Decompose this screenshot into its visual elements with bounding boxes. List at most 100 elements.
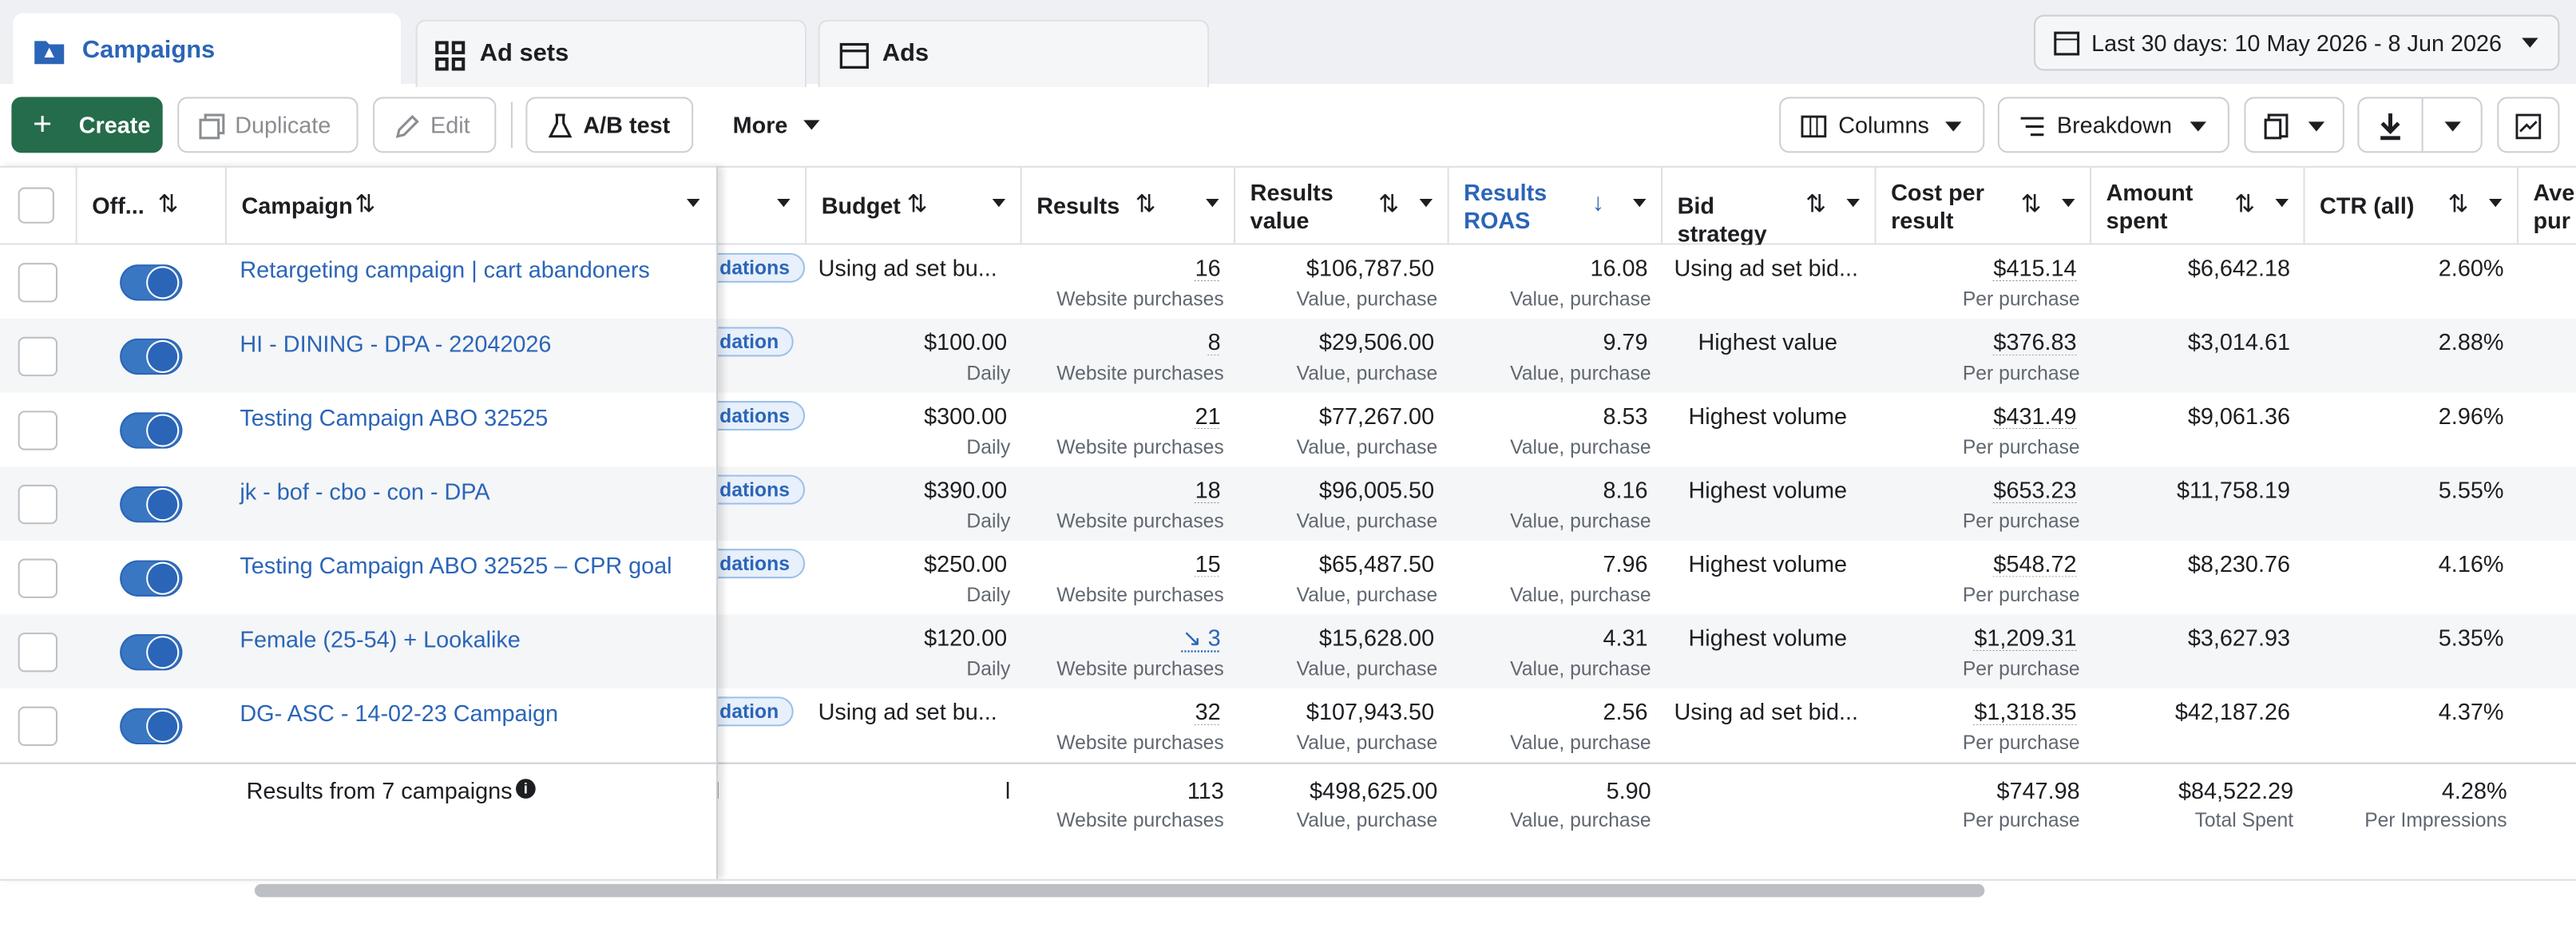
caret: [2275, 199, 2288, 207]
select-all[interactable]: [18, 188, 54, 224]
cell-sub: Per purchase: [1881, 288, 2080, 311]
tab-campaigns[interactable]: Campaigns: [13, 13, 401, 85]
tab-label: Campaigns: [82, 36, 215, 64]
campaign-link[interactable]: DG- ASC - 14-02-23 Campaign: [240, 700, 558, 726]
calendar-icon: [2054, 30, 2080, 56]
footer-results: 113: [1027, 777, 1224, 803]
cell-sub: Per purchase: [1881, 732, 2080, 755]
row-checkbox[interactable]: [18, 633, 57, 672]
cell-results: 15: [1033, 550, 1221, 577]
ab-test-button[interactable]: A/B test: [525, 97, 693, 153]
cell-sub: Value, purchase: [1454, 510, 1651, 533]
row-checkbox[interactable]: [18, 263, 57, 302]
toggle[interactable]: [120, 634, 182, 670]
horizontal-scrollbar[interactable]: [255, 884, 1984, 897]
column-header[interactable]: Campaign: [241, 192, 352, 219]
toggle[interactable]: [120, 412, 182, 448]
caret: [2489, 199, 2502, 207]
edit-button[interactable]: Edit: [373, 97, 496, 153]
row-checkbox[interactable]: [18, 559, 57, 598]
cell-roas: 16.08: [1460, 255, 1648, 281]
column-header[interactable]: CTR (all): [2320, 192, 2435, 220]
column-header[interactable]: Amount spent: [2106, 179, 2221, 235]
toggle[interactable]: [120, 339, 182, 375]
column-divider: [76, 166, 77, 245]
campaign-table: Budget ⇅ Results ⇅ Results value ⇅ Results ROA…: [0, 166, 2576, 889]
tab-label: Ad sets: [480, 39, 569, 67]
cell-sub: Website purchases: [1027, 435, 1224, 458]
column-header[interactable]: Bid strategy: [1678, 192, 1793, 248]
cell-budget: $250.00: [818, 550, 1008, 577]
caret: [2190, 121, 2207, 133]
column-divider: [225, 166, 227, 245]
tab-ads[interactable]: Ads: [818, 20, 1210, 87]
column-divider: [1874, 166, 1876, 245]
cell-sub: Value, purchase: [1240, 510, 1437, 533]
campaign-link[interactable]: Testing Campaign ABO 32525 – CPR goal: [240, 552, 672, 578]
cell-sub: Value, purchase: [1454, 657, 1651, 680]
cell-sub: Value, purchase: [1454, 732, 1651, 755]
cell-value: $107,943.50: [1247, 698, 1435, 724]
cell-spent: $11,758.19: [2102, 477, 2290, 503]
icon: [2515, 113, 2542, 140]
cell-cost: $1,209.31: [1888, 625, 2077, 651]
icon: [1801, 115, 1827, 138]
export-button[interactable]: [2357, 97, 2482, 153]
grid-icon: [434, 39, 466, 72]
create-button[interactable]: + Create: [11, 97, 162, 153]
reports-button[interactable]: [2244, 97, 2344, 153]
columns-button[interactable]: Columns: [1779, 97, 1984, 153]
cell-sub: Per purchase: [1881, 510, 2080, 533]
row-checkbox[interactable]: [18, 411, 57, 450]
tab-adsets[interactable]: Ad sets: [416, 20, 807, 87]
row-checkbox[interactable]: [18, 485, 57, 524]
cell-budget: $120.00: [818, 625, 1008, 651]
caret: [1206, 199, 1219, 207]
campaign-link[interactable]: HI - DINING - DPA - 22042026: [240, 331, 551, 357]
cell-roas: 8.16: [1460, 477, 1648, 503]
toggle[interactable]: [120, 264, 182, 300]
cell-sub: Value, purchase: [1240, 583, 1437, 606]
toggle[interactable]: [120, 486, 182, 522]
cell-sub: Value, purchase: [1240, 362, 1437, 385]
cell-results: 18: [1033, 477, 1221, 503]
label: Edit: [430, 112, 470, 138]
sort-icon: ↓: [1592, 189, 1604, 217]
column-header[interactable]: Results ROAS: [1464, 179, 1579, 235]
campaign-link[interactable]: Retargeting campaign | cart abandoners: [240, 256, 649, 283]
sort-icon: ⇅: [2021, 189, 2042, 219]
folder-icon: [33, 36, 65, 65]
cell-sub: Website purchases: [1027, 732, 1224, 755]
duplicate-button[interactable]: Duplicate: [177, 97, 358, 153]
toggle-knob: [148, 268, 177, 297]
column-header[interactable]: Results: [1036, 192, 1151, 220]
sort-icon: ⇅: [1378, 189, 1399, 219]
column-header[interactable]: Results value: [1250, 179, 1365, 235]
cell-value: $29,506.00: [1247, 328, 1435, 355]
column-header[interactable]: Cost per result: [1891, 179, 2007, 235]
cell-spent: $3,014.61: [2102, 328, 2290, 355]
cell-spent: $8,230.76: [2102, 550, 2290, 577]
cell-sub: Value, purchase: [1240, 435, 1437, 458]
campaign-link[interactable]: Testing Campaign ABO 32525: [240, 404, 548, 430]
more-button[interactable]: More: [711, 97, 843, 153]
toggle[interactable]: [120, 561, 182, 597]
row-checkbox[interactable]: [18, 707, 57, 746]
date-picker[interactable]: Last 30 days: 10 May 2026 - 8 Jun 2026: [2034, 15, 2559, 71]
column-header[interactable]: Ave pur: [2534, 179, 2576, 235]
cell-sub: Value, purchase: [1454, 288, 1651, 311]
toggle[interactable]: [120, 708, 182, 744]
chart-button[interactable]: [2497, 97, 2559, 153]
cell-sub: Website purchases: [1027, 362, 1224, 385]
footer-sub: Value, purchase: [1240, 808, 1437, 831]
breakdown-button[interactable]: Breakdown: [1998, 97, 2229, 153]
campaign-link[interactable]: Female (25-54) + Lookalike: [240, 626, 520, 652]
label: Create: [79, 112, 151, 138]
info-icon[interactable]: i: [516, 779, 536, 799]
frozen-columns: Off... ⇅ Campaign ⇅ Retargeting campaign | c…: [0, 166, 718, 879]
column-header[interactable]: Off...: [92, 192, 145, 219]
campaign-link[interactable]: jk - bof - cbo - con - DPA: [240, 478, 489, 505]
cell-roas: 8.53: [1460, 403, 1648, 429]
row-checkbox[interactable]: [18, 337, 57, 376]
caret: [1420, 199, 1433, 207]
